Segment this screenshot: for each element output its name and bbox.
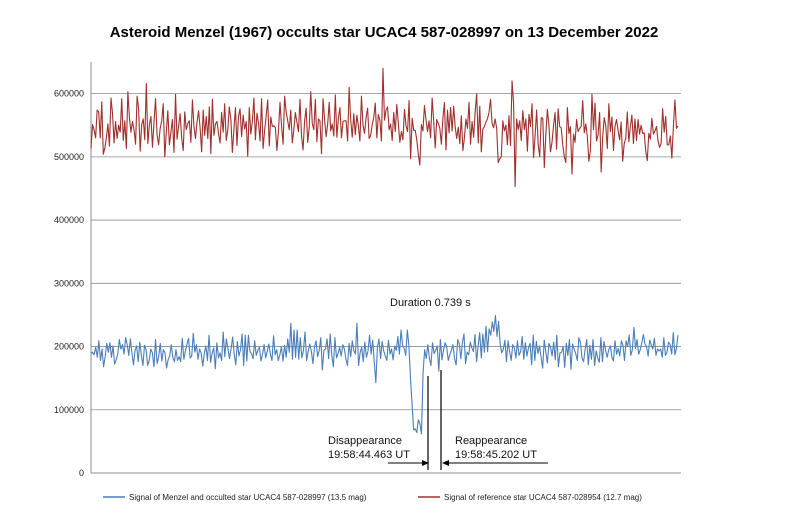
y-tick-label: 100000 [54, 405, 84, 415]
y-tick-label: 600000 [54, 89, 84, 99]
y-tick-label: 300000 [54, 278, 84, 288]
annotations: Duration 0.739 s Disappearance 19:58:44.… [328, 297, 548, 470]
reappearance-label: Reappearance [455, 435, 527, 447]
disappearance-label: Disappearance [328, 435, 402, 447]
legend-label: Signal of Menzel and occulted star UCAC4… [129, 493, 367, 502]
y-tick-label: 400000 [54, 215, 84, 225]
reappearance-time: 19:58:45.202 UT [455, 449, 537, 461]
data-series [90, 67, 679, 435]
y-tick-label: 200000 [54, 342, 84, 352]
reappearance-arrowhead [442, 460, 449, 466]
y-axis-tick-labels: 0 100000 200000 300000 400000 500000 600000 [54, 89, 84, 478]
plot-axes [90, 62, 681, 474]
y-gridlines [91, 93, 681, 411]
series-line-target-star [90, 315, 679, 435]
chart-legend: Signal of Menzel and occulted star UCAC4… [103, 493, 642, 502]
disappearance-time: 19:58:44.463 UT [328, 449, 410, 461]
disappearance-arrowhead [422, 460, 429, 466]
duration-annotation: Duration 0.739 s [390, 297, 471, 309]
legend-label: Signal of reference star UCAC4 587-02895… [444, 493, 642, 502]
y-tick-label: 0 [79, 468, 84, 478]
series-line-reference-star [90, 67, 679, 188]
y-tick-label: 500000 [54, 152, 84, 162]
chart-title: Asteroid Menzel (1967) occults star UCAC… [110, 24, 659, 41]
